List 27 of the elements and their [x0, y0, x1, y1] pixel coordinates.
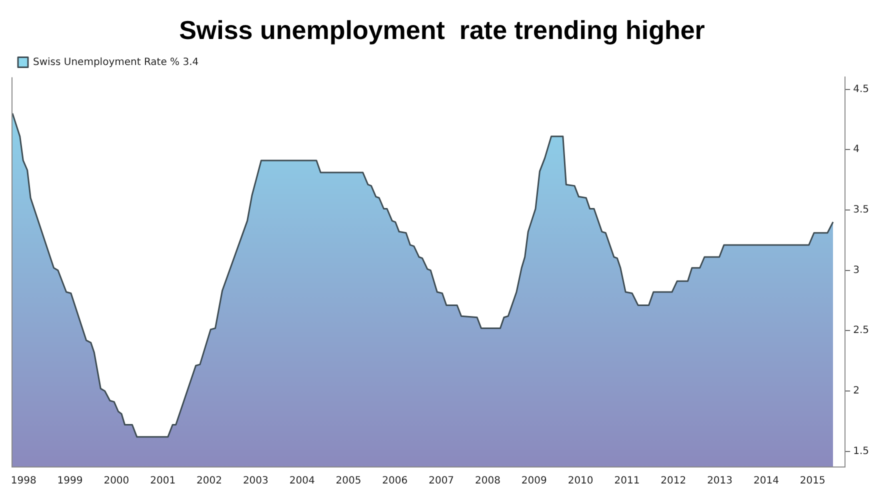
x-tick-label: 1999 — [57, 476, 83, 487]
x-tick-label: 2005 — [336, 476, 362, 487]
x-tick-label: 2015 — [800, 476, 826, 487]
y-tick-label: 4 — [853, 144, 860, 156]
x-tick-label: 2002 — [196, 476, 222, 487]
y-tick-label: 3 — [853, 264, 860, 276]
x-tick-label: 2003 — [242, 476, 268, 487]
x-tick-label: 2012 — [660, 476, 686, 487]
y-tick-label: 2 — [853, 386, 860, 397]
y-tick-label: 1.5 — [853, 446, 870, 457]
x-tick-label: 2013 — [707, 476, 733, 487]
x-tick-label: 2010 — [568, 476, 594, 487]
x-tick-label: 2009 — [521, 476, 547, 487]
x-tick-label: 2014 — [753, 476, 779, 487]
x-tick-label: 2011 — [614, 476, 640, 487]
x-tick-label: 2006 — [382, 476, 408, 487]
chart-title: Swiss unemployment rate trending higher — [179, 14, 705, 45]
x-tick-label: 1998 — [10, 476, 36, 487]
y-tick-label: 2.5 — [853, 325, 870, 336]
y-tick-label: 3.5 — [853, 204, 870, 216]
x-tick-label: 2000 — [104, 476, 130, 487]
x-tick-label: 2008 — [474, 476, 500, 487]
x-tick-label: 2007 — [428, 476, 454, 487]
x-tick-label: 2004 — [289, 476, 315, 487]
y-tick-label: 4.5 — [853, 84, 870, 95]
legend-label: Swiss Unemployment Rate % 3.4 — [33, 56, 199, 68]
x-tick-label: 2001 — [150, 476, 176, 487]
